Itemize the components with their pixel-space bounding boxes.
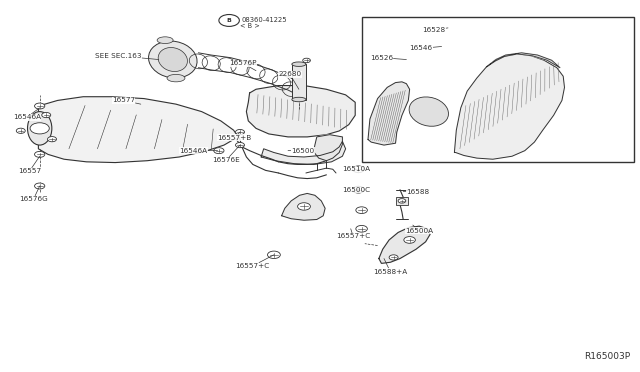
Circle shape: [298, 203, 310, 210]
Circle shape: [356, 207, 367, 214]
Polygon shape: [379, 226, 430, 263]
Ellipse shape: [292, 62, 306, 67]
Text: 16526: 16526: [370, 55, 406, 61]
Text: < B >: < B >: [240, 23, 260, 29]
Circle shape: [219, 15, 239, 26]
Circle shape: [398, 199, 406, 203]
Text: 16588+A: 16588+A: [373, 259, 408, 275]
Polygon shape: [261, 141, 346, 164]
Ellipse shape: [157, 37, 173, 44]
Text: 16557+C: 16557+C: [336, 229, 371, 239]
Circle shape: [236, 142, 244, 148]
Text: 16588: 16588: [403, 189, 429, 195]
Ellipse shape: [409, 97, 449, 126]
Ellipse shape: [148, 41, 197, 78]
Circle shape: [16, 128, 25, 134]
Text: 16546: 16546: [410, 45, 442, 51]
Text: 16576P: 16576P: [229, 60, 257, 71]
Text: R165003P: R165003P: [584, 352, 630, 361]
Text: SEE SEC.163: SEE SEC.163: [95, 53, 159, 60]
Circle shape: [35, 103, 45, 109]
Text: 16500C: 16500C: [342, 187, 371, 193]
Text: 16510A: 16510A: [342, 166, 371, 172]
Bar: [292, 64, 306, 99]
Text: 16546A: 16546A: [179, 148, 218, 154]
Circle shape: [356, 225, 367, 232]
Polygon shape: [368, 82, 410, 145]
Text: 16500: 16500: [288, 148, 314, 154]
Ellipse shape: [292, 97, 306, 102]
Circle shape: [353, 166, 364, 173]
Text: 16557+C: 16557+C: [236, 255, 274, 269]
Text: 16577: 16577: [112, 97, 141, 104]
Text: 22680: 22680: [278, 71, 301, 89]
Ellipse shape: [167, 74, 185, 82]
Circle shape: [42, 112, 51, 118]
Text: 16557+B: 16557+B: [218, 132, 252, 141]
Circle shape: [35, 183, 45, 189]
Circle shape: [404, 237, 415, 243]
Circle shape: [47, 137, 56, 142]
Circle shape: [35, 151, 45, 157]
Bar: [396, 197, 408, 205]
Polygon shape: [314, 135, 342, 161]
Polygon shape: [454, 54, 564, 159]
Circle shape: [389, 255, 398, 260]
Text: 08360-41225: 08360-41225: [242, 17, 287, 23]
Circle shape: [303, 58, 310, 62]
Circle shape: [30, 123, 49, 134]
Ellipse shape: [28, 112, 52, 145]
Text: 16546A: 16546A: [13, 108, 41, 120]
Text: 16500A: 16500A: [405, 225, 433, 234]
Ellipse shape: [158, 48, 188, 71]
Text: 16528: 16528: [422, 27, 448, 33]
Polygon shape: [486, 53, 560, 68]
Circle shape: [236, 129, 244, 135]
Polygon shape: [38, 97, 242, 163]
Text: B: B: [227, 18, 232, 23]
Text: 16557: 16557: [18, 156, 41, 174]
Text: 16576E: 16576E: [212, 145, 240, 163]
Text: 16576G: 16576G: [19, 186, 48, 202]
Polygon shape: [246, 86, 355, 137]
Bar: [362, 17, 634, 162]
Circle shape: [268, 251, 280, 259]
Circle shape: [353, 186, 364, 193]
Polygon shape: [282, 193, 325, 220]
Circle shape: [214, 148, 224, 154]
